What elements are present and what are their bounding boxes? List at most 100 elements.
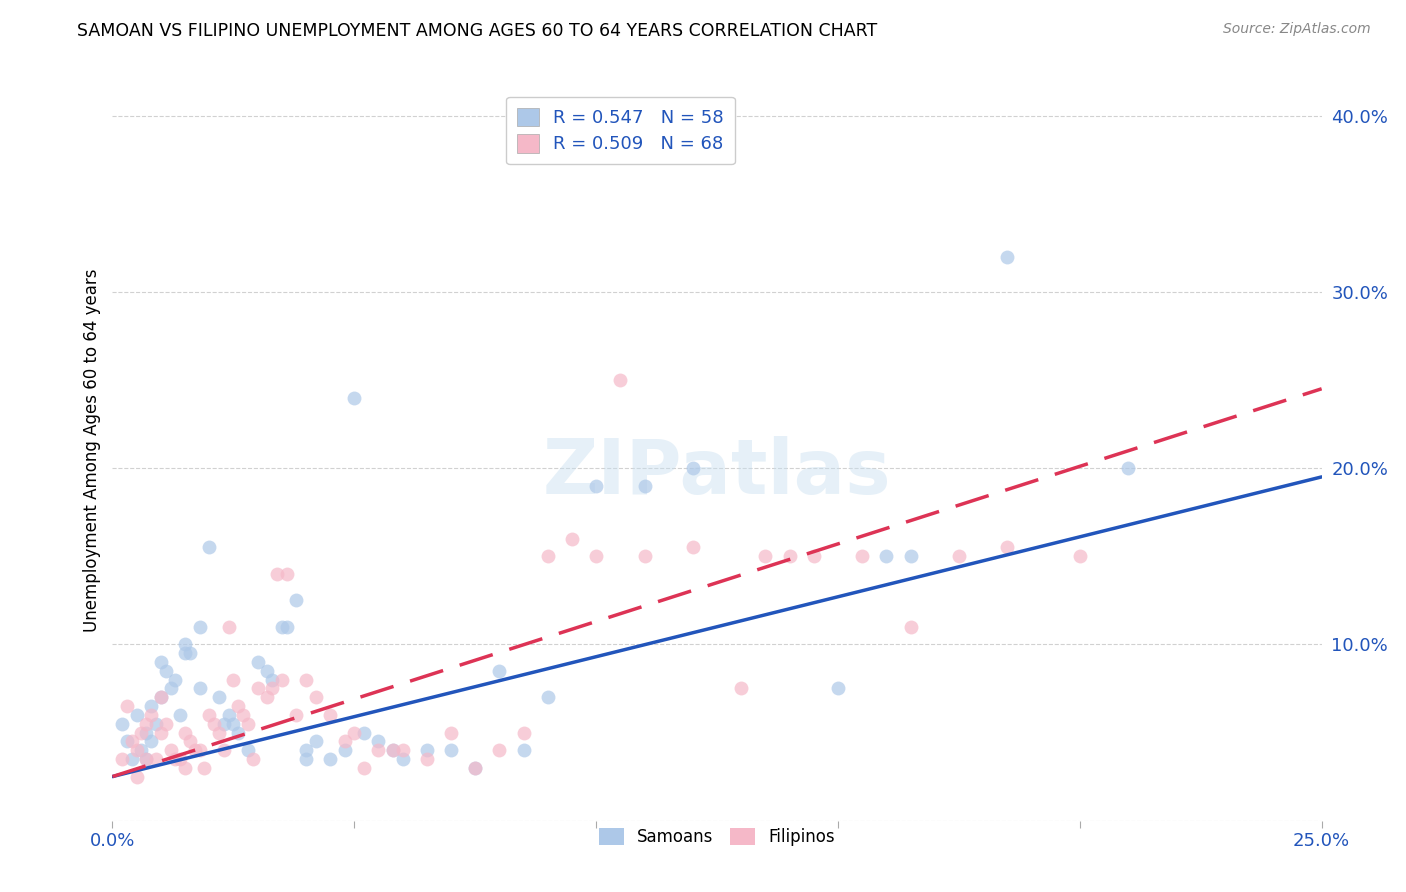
Point	[226, 725, 249, 739]
Point	[145, 716, 167, 731]
Point	[218, 707, 240, 722]
Point	[256, 690, 278, 705]
Point	[585, 479, 607, 493]
Point	[276, 566, 298, 581]
Y-axis label: Unemployment Among Ages 60 to 64 years: Unemployment Among Ages 60 to 64 years	[83, 268, 101, 632]
Point	[295, 743, 318, 757]
Point	[875, 549, 897, 564]
Point	[174, 646, 197, 660]
Point	[464, 761, 486, 775]
Point	[155, 716, 177, 731]
Point	[416, 752, 439, 766]
Point	[246, 681, 269, 696]
Point	[416, 743, 439, 757]
Point	[232, 707, 254, 722]
Point	[995, 250, 1018, 264]
Point	[165, 752, 187, 766]
Point	[165, 673, 187, 687]
Point	[512, 725, 534, 739]
Point	[900, 549, 922, 564]
Point	[948, 549, 970, 564]
Point	[319, 707, 342, 722]
Point	[382, 743, 405, 757]
Point	[464, 761, 486, 775]
Point	[212, 716, 235, 731]
Point	[212, 743, 235, 757]
Point	[440, 743, 463, 757]
Point	[512, 743, 534, 757]
Point	[1069, 549, 1091, 564]
Text: SAMOAN VS FILIPINO UNEMPLOYMENT AMONG AGES 60 TO 64 YEARS CORRELATION CHART: SAMOAN VS FILIPINO UNEMPLOYMENT AMONG AG…	[77, 22, 877, 40]
Point	[827, 681, 849, 696]
Point	[367, 743, 389, 757]
Point	[198, 541, 221, 555]
Point	[198, 707, 221, 722]
Point	[111, 752, 134, 766]
Point	[295, 752, 318, 766]
Point	[141, 734, 163, 748]
Point	[159, 743, 181, 757]
Point	[222, 673, 245, 687]
Point	[183, 743, 205, 757]
Point	[174, 761, 197, 775]
Point	[382, 743, 405, 757]
Point	[179, 734, 201, 748]
Point	[343, 725, 366, 739]
Point	[135, 716, 157, 731]
Point	[131, 743, 153, 757]
Point	[851, 549, 873, 564]
Point	[488, 743, 510, 757]
Point	[391, 752, 413, 766]
Point	[188, 681, 211, 696]
Point	[633, 549, 655, 564]
Point	[585, 549, 607, 564]
Point	[343, 391, 366, 405]
Point	[262, 681, 284, 696]
Text: Source: ZipAtlas.com: Source: ZipAtlas.com	[1223, 22, 1371, 37]
Point	[174, 725, 197, 739]
Point	[236, 743, 259, 757]
Point	[193, 761, 215, 775]
Text: ZIPatlas: ZIPatlas	[543, 435, 891, 509]
Point	[159, 681, 181, 696]
Point	[285, 707, 308, 722]
Point	[262, 673, 284, 687]
Point	[270, 673, 292, 687]
Point	[367, 734, 389, 748]
Point	[115, 734, 138, 748]
Point	[208, 690, 231, 705]
Point	[537, 690, 560, 705]
Point	[188, 743, 211, 757]
Point	[141, 699, 163, 714]
Point	[1116, 461, 1139, 475]
Point	[145, 752, 167, 766]
Point	[730, 681, 752, 696]
Point	[900, 620, 922, 634]
Point	[995, 541, 1018, 555]
Point	[222, 716, 245, 731]
Point	[333, 743, 356, 757]
Point	[353, 725, 375, 739]
Point	[276, 620, 298, 634]
Point	[285, 593, 308, 607]
Point	[803, 549, 825, 564]
Point	[125, 707, 148, 722]
Point	[304, 690, 326, 705]
Point	[353, 761, 375, 775]
Point	[319, 752, 342, 766]
Point	[149, 690, 172, 705]
Point	[202, 716, 225, 731]
Point	[537, 549, 560, 564]
Point	[169, 752, 191, 766]
Point	[149, 655, 172, 669]
Point	[295, 673, 318, 687]
Point	[682, 541, 704, 555]
Point	[141, 707, 163, 722]
Point	[333, 734, 356, 748]
Point	[633, 479, 655, 493]
Point	[242, 752, 264, 766]
Point	[125, 770, 148, 784]
Point	[149, 690, 172, 705]
Point	[188, 620, 211, 634]
Point	[125, 743, 148, 757]
